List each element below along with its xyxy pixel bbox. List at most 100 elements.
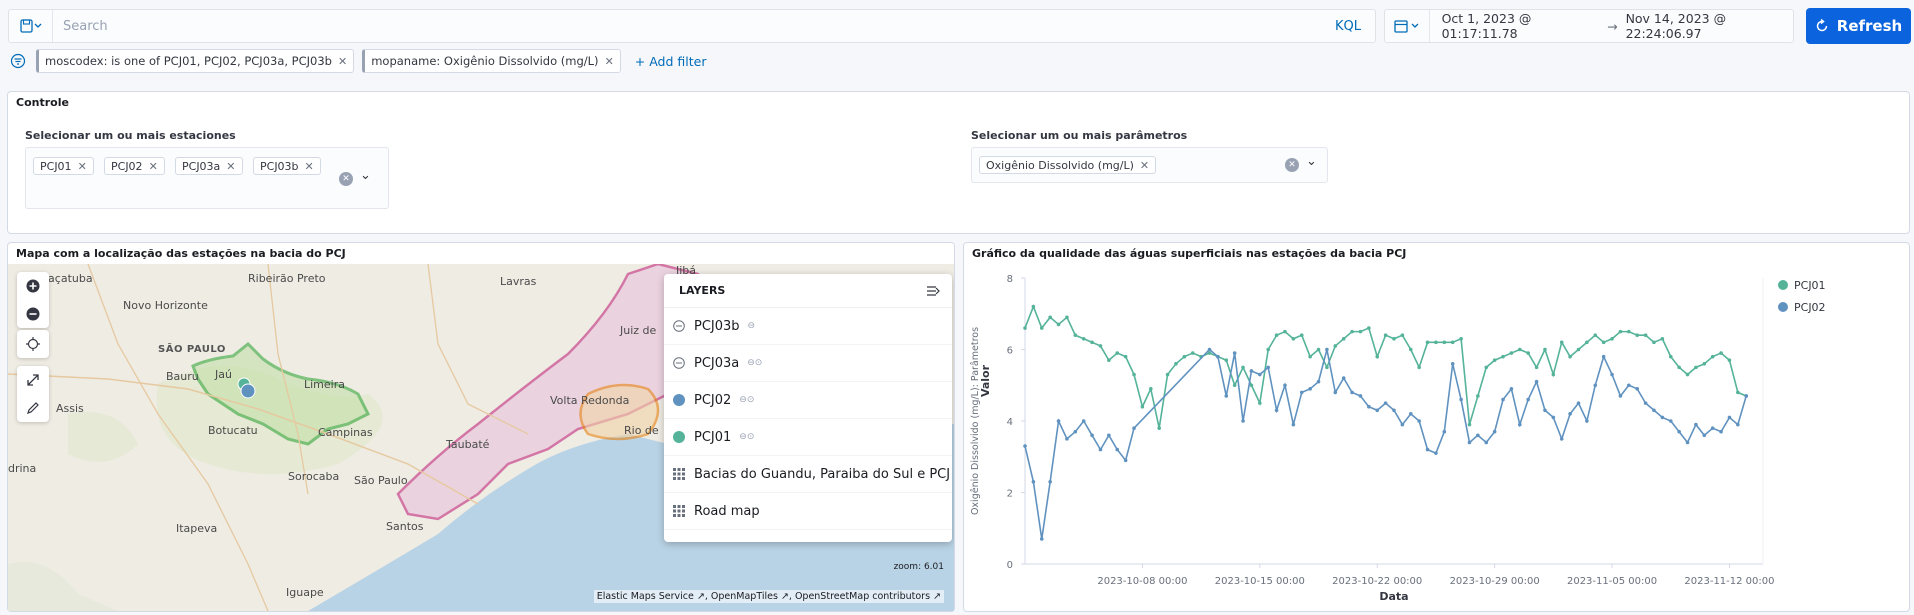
data-point — [1241, 365, 1245, 370]
data-point — [1081, 336, 1086, 341]
eye-closed-icon[interactable] — [673, 320, 685, 332]
layer-item[interactable]: PCJ02 ⊖⊙ — [664, 382, 952, 419]
remove-chip-icon[interactable]: ✕ — [1139, 158, 1150, 172]
layer-name: PCJ03b — [694, 318, 740, 334]
place-label: Botucatu — [208, 424, 258, 437]
remove-filter-icon[interactable]: ✕ — [604, 54, 614, 68]
eye-closed-icon[interactable] — [673, 357, 685, 369]
data-point — [1677, 429, 1681, 434]
station-chip: PCJ03a ✕ — [175, 157, 243, 175]
params-combo-box[interactable]: Oxigênio Dissolvido (mg/L) ✕ ✕ ⌄ — [971, 147, 1328, 183]
attribution-link[interactable]: Elastic Maps Service — [596, 591, 694, 602]
zoom-out-button[interactable] — [17, 300, 49, 328]
remove-chip-icon[interactable]: ✕ — [148, 159, 158, 173]
data-point — [1467, 422, 1472, 427]
legend-item[interactable]: PCJ01 — [1778, 274, 1826, 296]
data-point — [1232, 351, 1237, 355]
line-chart[interactable]: 0 2 4 6 8 2023-10-08 00:00 2023-10-15 00:00 202… — [963, 268, 1910, 608]
y-tick-label: 8 — [1007, 274, 1013, 285]
start-date[interactable]: Oct 1, 2023 @ 01:17:11.78 — [1441, 11, 1532, 41]
clear-selection-icon[interactable]: ✕ — [1285, 158, 1299, 172]
filter-pill-moscodex[interactable]: moscodex: is one of PCJ01, PCJ02, PCJ03a… — [36, 49, 355, 73]
data-point — [1517, 422, 1522, 427]
fit-to-data-button[interactable] — [17, 330, 49, 358]
x-tick-label: 2023-10-08 00:00 — [1097, 576, 1187, 587]
remove-filter-icon[interactable]: ✕ — [337, 54, 348, 68]
data-point — [1107, 433, 1111, 438]
remove-chip-icon[interactable]: ✕ — [304, 159, 314, 173]
x-tick-label: 2023-10-29 00:00 — [1450, 576, 1540, 587]
save-icon — [19, 19, 41, 33]
data-point — [1593, 383, 1598, 388]
filter-menu-button[interactable] — [8, 53, 28, 69]
data-point — [1291, 336, 1296, 341]
data-point — [1652, 340, 1656, 345]
legend-label: PCJ01 — [1794, 278, 1826, 292]
remove-chip-icon[interactable]: ✕ — [226, 159, 236, 173]
data-point — [1635, 333, 1640, 337]
data-point — [1182, 354, 1187, 359]
data-point — [1459, 397, 1463, 402]
data-point — [1299, 333, 1304, 337]
data-point — [1526, 351, 1530, 355]
param-chip: Oxigênio Dissolvido (mg/L) ✕ — [979, 156, 1157, 174]
data-point — [1375, 354, 1380, 359]
grid-icon — [673, 505, 685, 517]
data-point — [1710, 354, 1715, 359]
data-point — [1736, 422, 1740, 427]
kql-toggle[interactable]: KQL — [1335, 18, 1361, 34]
add-filter-button[interactable]: + Add filter — [634, 53, 707, 69]
data-point — [1576, 347, 1581, 352]
fullscreen-button[interactable] — [17, 366, 49, 394]
search-input[interactable] — [53, 11, 1321, 41]
data-point — [1383, 401, 1388, 405]
place-label: Bauru — [166, 370, 199, 383]
data-point — [1115, 447, 1120, 452]
data-point — [1484, 365, 1489, 370]
place-label: Novo Horizonte — [123, 299, 208, 312]
refresh-button[interactable]: Refresh — [1806, 8, 1911, 44]
map-canvas[interactable]: Araçatuba Ribeirão Preto Lavras Juiz de … — [8, 264, 954, 611]
data-point — [1249, 369, 1254, 373]
data-point — [1350, 390, 1354, 395]
saved-query-button[interactable] — [9, 10, 53, 42]
legend-item[interactable]: PCJ02 — [1778, 296, 1826, 318]
filter-pill-mopaname[interactable]: mopaname: Oxigênio Dissolvido (mg/L) ✕ — [362, 49, 621, 73]
data-point — [1601, 340, 1606, 345]
data-point — [1643, 333, 1648, 337]
chevron-down-icon[interactable]: ⌄ — [1306, 154, 1317, 169]
data-point — [1367, 326, 1371, 330]
draw-tool-button[interactable] — [17, 394, 49, 422]
end-date[interactable]: Nov 14, 2023 @ 22:24:06.97 — [1625, 11, 1727, 41]
data-point — [1048, 479, 1052, 484]
calendar-icon — [1394, 20, 1419, 33]
collapse-icon[interactable] — [926, 285, 940, 297]
attribution-link[interactable]: OpenStreetMap contributors — [794, 591, 931, 602]
layer-item[interactable]: Road map — [664, 493, 952, 530]
data-point — [1098, 447, 1103, 452]
remove-chip-icon[interactable]: ✕ — [77, 159, 87, 173]
layer-badge-icon: ⊖⊙ — [747, 358, 763, 368]
layer-item[interactable]: Bacias do Guandu, Paraiba do Sul e PCJ — [664, 456, 952, 493]
data-point — [1056, 322, 1061, 327]
data-point — [1107, 358, 1111, 363]
attribution-link[interactable]: OpenMapTiles — [710, 591, 778, 602]
layer-item[interactable]: PCJ03b ⊖ — [664, 308, 952, 345]
layer-item[interactable]: PCJ01 ⊖⊙ — [664, 419, 952, 456]
data-point — [1668, 354, 1673, 359]
layer-item[interactable]: PCJ03a ⊖⊙ — [664, 345, 952, 382]
data-point — [1534, 379, 1539, 384]
chevron-down-icon[interactable]: ⌄ — [360, 168, 371, 183]
data-point — [1375, 408, 1380, 413]
quick-menu-button[interactable] — [1385, 10, 1430, 42]
data-point — [1610, 372, 1614, 377]
data-point — [1459, 336, 1463, 341]
data-point — [1358, 394, 1363, 398]
data-point — [1258, 401, 1262, 405]
data-point — [1660, 415, 1665, 420]
map-toolbar — [17, 272, 49, 328]
stations-combo-box[interactable]: PCJ01 ✕ PCJ02 ✕ PCJ03a ✕ PCJ03b ✕ ✕ ⌄ — [25, 147, 389, 209]
zoom-in-button[interactable] — [17, 272, 49, 300]
clear-selection-icon[interactable]: ✕ — [339, 172, 353, 186]
data-point — [1434, 340, 1438, 345]
